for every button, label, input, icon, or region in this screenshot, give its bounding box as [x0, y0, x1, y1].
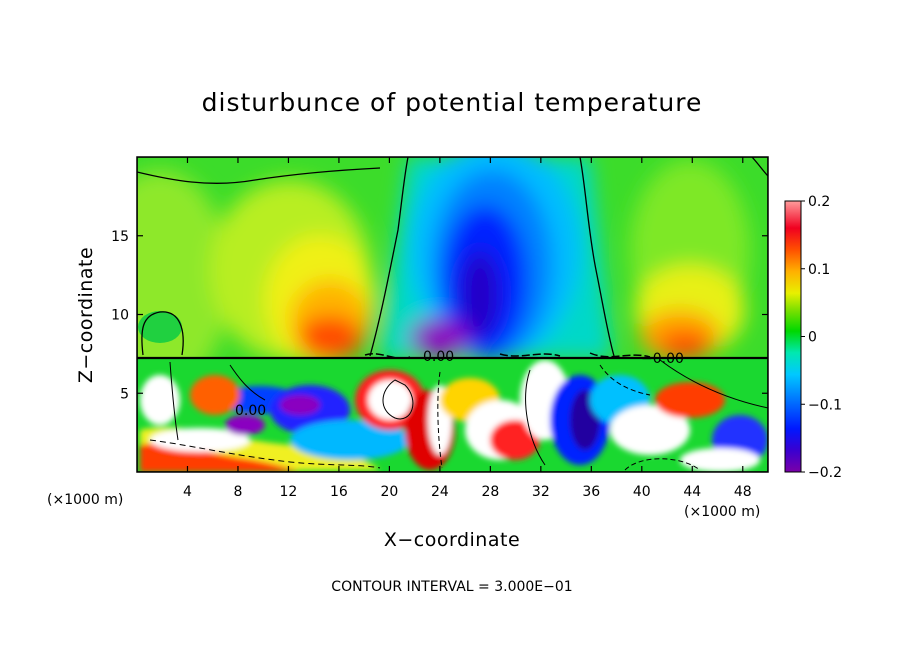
- colorbar-tick-label: 0.1: [808, 262, 830, 278]
- chart-title: disturbunce of potential temperature: [202, 88, 703, 117]
- x-tick-label: 4: [183, 484, 192, 500]
- contour-label: 0.00: [423, 349, 454, 365]
- upper-field: [137, 157, 768, 358]
- colorbar-gradient: [784, 200, 802, 473]
- y-tick-label: 10: [111, 308, 129, 324]
- x-tick-label: 8: [233, 484, 242, 500]
- colorbar-tick-label: 0.2: [808, 194, 830, 210]
- x-tick-label: 48: [734, 484, 752, 500]
- x-tick-label: 40: [633, 484, 651, 500]
- x-tick-label: 24: [431, 484, 449, 500]
- y-tick-label: 5: [120, 386, 129, 402]
- x-tick-label: 16: [330, 484, 348, 500]
- x-unit-label-right: (×1000 m): [684, 504, 760, 520]
- x-axis-label: X−coordinate: [384, 529, 520, 551]
- colorbar: 0.2 0.1 0 −0.1 −0.2: [784, 194, 842, 481]
- colorbar-tick-label: 0: [808, 330, 817, 346]
- x-tick-label: 12: [280, 484, 298, 500]
- y-tick-label: 15: [111, 229, 129, 245]
- colorbar-tick-label: −0.2: [808, 465, 842, 481]
- lower-field: [137, 358, 768, 472]
- y-axis-label: Z−coordinate: [75, 247, 97, 383]
- x-tick-label: 32: [532, 484, 550, 500]
- y-axis: 5 10 15: [111, 229, 768, 402]
- contour-label: −0.00: [641, 351, 684, 367]
- x-tick-label: 36: [582, 484, 600, 500]
- contour-interval-note: CONTOUR INTERVAL = 3.000E−01: [331, 579, 572, 595]
- contour-label: 0.00: [235, 403, 266, 419]
- x-axis: 4 8 12 16 20 24 28 32 36 40 44 48: [183, 157, 752, 500]
- colorbar-tick-label: −0.1: [808, 397, 842, 413]
- x-tick-label: 44: [683, 484, 701, 500]
- x-tick-label: 28: [481, 484, 499, 500]
- x-unit-label: (×1000 m): [47, 492, 123, 508]
- interface-contours: [364, 352, 651, 359]
- x-tick-label: 20: [380, 484, 398, 500]
- colorbar-ticks: 0.2 0.1 0 −0.1 −0.2: [801, 194, 842, 481]
